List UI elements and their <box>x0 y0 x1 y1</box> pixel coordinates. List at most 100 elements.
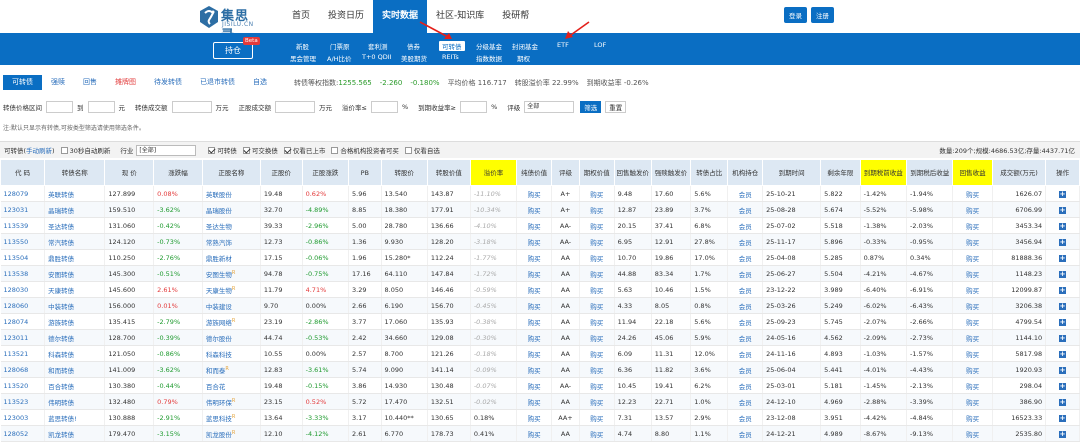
add-watch-icon[interactable]: + <box>1059 189 1067 198</box>
column-header[interactable]: 强赎触发价 <box>650 159 692 186</box>
cell-option-value[interactable]: 购买 <box>579 249 615 266</box>
sub-item-etf[interactable]: ETF <box>557 41 569 49</box>
sub-item-newstock[interactable]: 新股 <box>296 43 309 51</box>
cell-bond-name[interactable]: 百合转债 <box>44 377 106 394</box>
table-row[interactable]: 123031 晶瑞转债 159.510 -3.62% 晶瑞股份 32.70 -4.89% 8.… <box>0 201 1080 218</box>
cell-put-yield[interactable]: 购买 <box>952 249 993 266</box>
table-row[interactable]: 128079 英联转债 127.899 0.08% 英联股份 19.48 0.62% 5.96… <box>0 185 1080 202</box>
watch-checkbox[interactable] <box>404 146 412 154</box>
cell-stock-name[interactable]: 英联股份 <box>202 185 261 202</box>
cell-institution[interactable]: 会员 <box>727 409 764 426</box>
cell-code[interactable]: 123003 <box>0 409 46 426</box>
cell-option-value[interactable]: 购买 <box>579 217 615 234</box>
cell-bond-name[interactable]: 天康转债 <box>44 281 106 298</box>
column-header[interactable]: 现 价 <box>104 159 155 186</box>
cell-code[interactable]: 123031 <box>0 201 46 218</box>
cell-institution[interactable]: 会员 <box>727 425 764 442</box>
cell-institution[interactable]: 会员 <box>727 393 764 410</box>
sub-item-closed[interactable]: 封闭基金 <box>512 43 538 51</box>
table-row[interactable]: 128030 天康转债 145.600 2.61% 天康生物R 11.79 4.71% 3.2… <box>0 281 1080 298</box>
cell-bond-name[interactable]: 科森转债 <box>44 345 106 362</box>
cell-stock-name[interactable]: 德尔股份 <box>202 329 261 346</box>
cell-bond-value[interactable]: 购买 <box>516 377 553 394</box>
login-button[interactable]: 登录 <box>784 7 807 23</box>
sub-item-qdii[interactable]: T+0 QDII <box>362 53 392 61</box>
cell-bond-value[interactable]: 购买 <box>516 249 553 266</box>
cell-stock-name[interactable]: 中装建设 <box>202 297 261 314</box>
column-header[interactable]: 操作 <box>1045 159 1080 186</box>
cell-bond-value[interactable]: 购买 <box>516 281 553 298</box>
rating-select[interactable]: 全部 <box>524 101 575 113</box>
exchange-checkbox[interactable] <box>242 146 250 154</box>
cell-code[interactable]: 113538 <box>0 265 46 282</box>
tab-putback[interactable]: 回售 <box>83 78 97 86</box>
column-header[interactable]: 涨跌幅 <box>153 159 203 186</box>
add-watch-icon[interactable]: + <box>1059 237 1067 246</box>
cell-option-value[interactable]: 购买 <box>579 185 615 202</box>
column-header[interactable]: 期权价值 <box>578 159 615 186</box>
tab-delisted[interactable]: 已退市转债 <box>200 78 235 86</box>
qualified-checkbox[interactable] <box>331 146 339 154</box>
add-watch-icon[interactable]: + <box>1059 317 1067 326</box>
cell-option-value[interactable]: 购买 <box>579 297 615 314</box>
cell-bond-name[interactable]: 游族转债 <box>44 313 106 330</box>
cell-bond-value[interactable]: 购买 <box>516 361 553 378</box>
cell-option-value[interactable]: 购买 <box>579 345 615 362</box>
column-header[interactable]: 机构持仓 <box>727 159 764 186</box>
column-header[interactable]: 到期税后收益 <box>905 159 954 186</box>
cell-put-yield[interactable]: 购买 <box>952 377 993 394</box>
cell-code[interactable]: 113520 <box>0 377 46 394</box>
sub-item-lof[interactable]: LOF <box>594 41 607 49</box>
cell-institution[interactable]: 会员 <box>727 281 764 298</box>
cell-option-value[interactable]: 购买 <box>579 201 615 218</box>
column-header[interactable]: 转股价值 <box>426 159 471 186</box>
cell-bond-value[interactable]: 购买 <box>516 201 553 218</box>
cell-code[interactable]: 113539 <box>0 217 46 234</box>
add-watch-icon[interactable]: + <box>1059 397 1067 406</box>
ytm-input[interactable] <box>460 101 488 113</box>
sub-item-bond[interactable]: 债券 <box>407 43 420 51</box>
table-row[interactable]: 113520 百合转债 130.380 -0.44% 百合花 19.48 -0.15% 3.8… <box>0 377 1080 394</box>
cell-stock-name[interactable]: 鼎胜新材 <box>202 249 261 266</box>
sub-item-graded[interactable]: 分级基金 <box>476 43 502 51</box>
stock-volume-input[interactable] <box>275 101 315 113</box>
table-row[interactable]: 113523 伟明转债 132.480 0.79% 伟明环保R 23.15 0.52% 5.7… <box>0 393 1080 410</box>
tab-pending[interactable]: 待发转债 <box>154 78 182 86</box>
cell-bond-name[interactable]: 晶瑞转债 <box>44 201 106 218</box>
column-header[interactable]: 正股涨跌 <box>301 159 350 186</box>
add-watch-icon[interactable]: + <box>1059 429 1067 438</box>
column-header[interactable]: 到期时间 <box>762 159 822 186</box>
cell-bond-name[interactable]: 蓝思转债! <box>44 409 106 426</box>
industry-select[interactable]: [全部] <box>136 144 197 156</box>
cell-bond-name[interactable]: 伟明转债 <box>44 393 106 410</box>
cell-option-value[interactable]: 购买 <box>579 377 615 394</box>
column-header[interactable]: 纯债价值 <box>516 159 553 186</box>
reset-button[interactable]: 重置 <box>605 101 627 113</box>
auto-refresh-checkbox[interactable] <box>60 146 68 154</box>
cell-code[interactable]: 128079 <box>0 185 46 202</box>
table-row[interactable]: 128068 和而转债 141.009 -3.62% 和而泰R 12.83 -3.61% 5.… <box>0 361 1080 378</box>
cell-put-yield[interactable]: 购买 <box>952 265 993 282</box>
cell-code[interactable]: 113521 <box>0 345 46 362</box>
cell-code[interactable]: 128074 <box>0 313 46 330</box>
table-row[interactable]: 113521 科森转债 121.050 -0.86% 科森科技 10.55 0.00% 2.5… <box>0 345 1080 362</box>
column-header[interactable]: PB <box>348 159 382 186</box>
cell-bond-value[interactable]: 购买 <box>516 393 553 410</box>
cell-stock-name[interactable]: 游族网络R <box>202 313 261 330</box>
cell-option-value[interactable]: 购买 <box>579 361 615 378</box>
cell-institution[interactable]: 会员 <box>727 345 764 362</box>
column-header[interactable]: 转股价 <box>380 159 428 186</box>
cell-institution[interactable]: 会员 <box>727 361 764 378</box>
tab-redeem[interactable]: 强赎 <box>51 78 65 86</box>
cell-stock-name[interactable]: 安图生物R <box>202 265 261 282</box>
cell-put-yield[interactable]: 购买 <box>952 217 993 234</box>
cell-code[interactable]: 123011 <box>0 329 46 346</box>
cell-bond-value[interactable]: 购买 <box>516 265 553 282</box>
cell-bond-name[interactable]: 常汽转债 <box>44 233 106 250</box>
cell-institution[interactable]: 会员 <box>727 217 764 234</box>
cell-stock-name[interactable]: 科森科技 <box>202 345 261 362</box>
listed-checkbox[interactable] <box>283 146 291 154</box>
cell-option-value[interactable]: 购买 <box>579 329 615 346</box>
column-header[interactable]: 回售触发价 <box>613 159 652 186</box>
column-header[interactable]: 剩余年限 <box>820 159 861 186</box>
